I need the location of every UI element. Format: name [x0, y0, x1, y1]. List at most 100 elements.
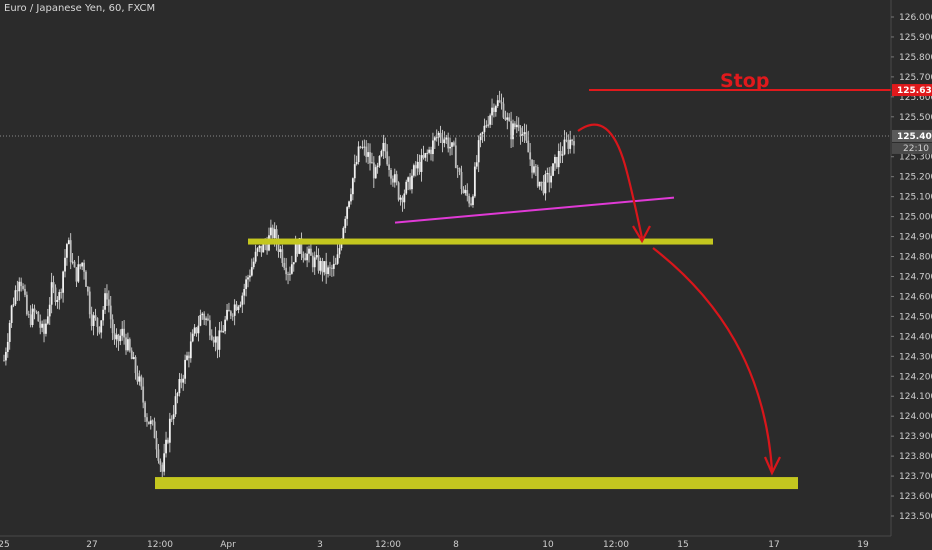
candle-body [329, 267, 331, 269]
candle-body [168, 418, 171, 443]
candle-body [163, 453, 166, 472]
time-axis[interactable]: 25 27 12:00 Apr 3 12:00 8 10 12:00 15 17 19 [0, 535, 891, 550]
time-tick-label: 19 [857, 540, 869, 550]
candle-body [468, 195, 471, 204]
chart-title: Euro / Japanese Yen, 60, FXCM [4, 3, 156, 14]
candle-body [363, 146, 366, 148]
candle-body [559, 150, 562, 156]
candle-body [454, 145, 457, 168]
candle-body [62, 271, 64, 293]
candle-body [287, 274, 289, 275]
candle-body [224, 319, 227, 332]
candle-body [521, 134, 524, 137]
candle-body [346, 207, 349, 219]
candle-body [239, 304, 242, 307]
candle-body [98, 326, 101, 333]
candle-body [319, 261, 322, 271]
candle-body [443, 139, 446, 144]
candle-body [109, 305, 112, 320]
candle-body [437, 132, 440, 138]
candle-body [199, 315, 202, 326]
candle-body [493, 107, 495, 112]
candle-body [123, 328, 126, 338]
candle-body [210, 335, 213, 340]
candle-body [338, 248, 341, 255]
time-tick-label: 15 [677, 540, 688, 550]
candle-body [142, 386, 145, 403]
candle-body [176, 393, 179, 397]
candle-body [432, 140, 434, 155]
candle-body [88, 291, 91, 315]
candle-body [544, 174, 547, 194]
candle-body [155, 438, 158, 450]
candle-body [195, 327, 198, 334]
candle-body [149, 420, 152, 425]
candle-body [273, 229, 276, 239]
price-tick-label: 125.600 [899, 93, 932, 103]
candle-body [494, 106, 497, 112]
candle-body [64, 257, 66, 272]
candle-body [6, 341, 9, 352]
candle-body [281, 249, 284, 264]
forecast-arrow-2 [652, 247, 774, 471]
forecast-arrowhead-1 [632, 225, 651, 244]
price-axis[interactable]: 126.000 125.900 125.800 125.700 125.600 125.5… [890, 0, 932, 536]
candle-body [325, 261, 328, 274]
candle-body [159, 460, 162, 465]
candle-body [269, 227, 272, 236]
candle-body [323, 261, 326, 273]
candle-body [542, 181, 545, 194]
candle-body [447, 137, 450, 149]
candle-body [151, 420, 154, 422]
candle-body [96, 318, 99, 327]
price-tick-label: 125.100 [899, 193, 932, 203]
candle-body [212, 339, 215, 343]
candle-body [491, 107, 493, 116]
candle-body [534, 166, 537, 168]
price-tick-label: 125.300 [899, 153, 932, 163]
candle-body [548, 173, 551, 183]
candle-body [536, 166, 539, 187]
candle-body [130, 350, 133, 360]
candle-body [527, 140, 530, 153]
candle-body [546, 173, 549, 175]
forecast-arrowhead-2 [763, 456, 781, 476]
time-tick-label: 17 [768, 540, 779, 550]
candle-body [563, 139, 566, 155]
candle-body [243, 288, 246, 296]
candle-body [397, 182, 400, 200]
current-price-label: 125.404 [897, 132, 932, 142]
candle-body [10, 305, 13, 323]
candle-body [144, 402, 146, 418]
candle-body [106, 293, 108, 300]
support-zones-layer [155, 238, 798, 490]
candle-body [102, 309, 105, 321]
candle-body [485, 125, 488, 127]
candle-body [184, 359, 187, 379]
candle-body [56, 300, 59, 303]
candle-body [399, 197, 402, 200]
candle-body [342, 228, 345, 242]
candle-body [422, 155, 425, 158]
candle-body [262, 242, 265, 253]
candle-body [125, 337, 127, 351]
candle-body [45, 323, 47, 334]
candle-body [233, 304, 236, 316]
candle-body [445, 137, 448, 140]
candle-body [531, 159, 533, 173]
candle-body [3, 360, 5, 362]
price-tick-label: 124.300 [899, 352, 932, 362]
candle-body [94, 315, 97, 319]
candle-body [161, 464, 164, 472]
candle-body [77, 264, 80, 282]
price-tick-label: 123.500 [899, 512, 932, 522]
candle-body [498, 100, 501, 102]
candle-body [573, 141, 575, 146]
price-tick-label: 124.500 [899, 312, 932, 322]
candle-body [115, 334, 118, 340]
candle-body [386, 151, 389, 165]
candle-body [249, 275, 251, 278]
